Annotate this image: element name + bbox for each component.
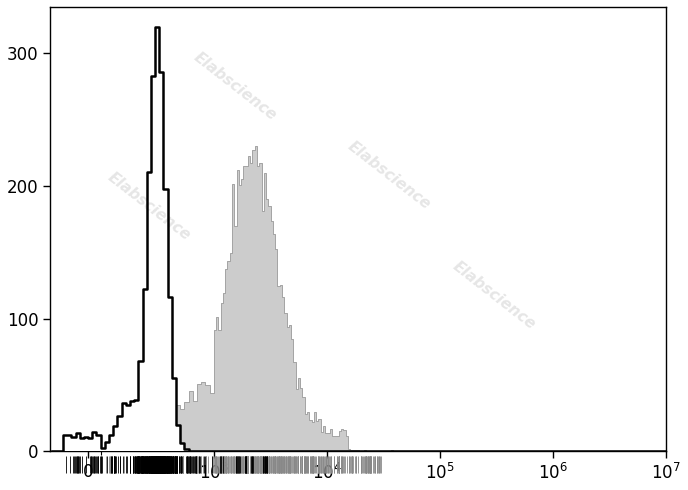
Text: Elabscience: Elabscience — [191, 50, 279, 124]
Text: Elabscience: Elabscience — [105, 170, 193, 244]
Text: Elabscience: Elabscience — [345, 139, 433, 213]
Text: Elabscience: Elabscience — [449, 259, 538, 333]
